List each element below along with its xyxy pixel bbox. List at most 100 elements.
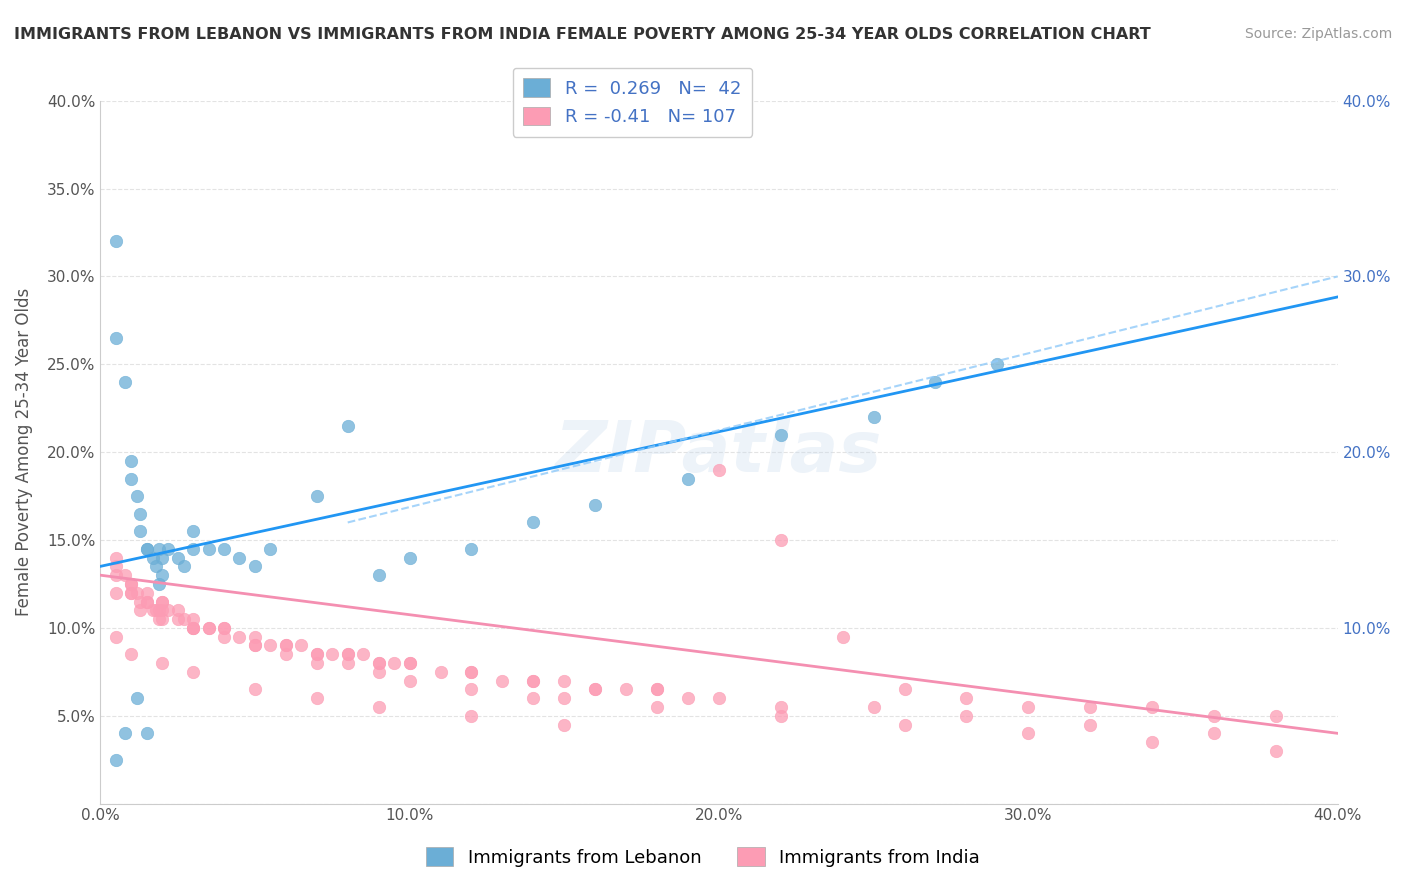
Point bbox=[129, 603, 152, 617]
Point bbox=[148, 603, 170, 617]
Point bbox=[104, 331, 127, 345]
Point bbox=[398, 550, 420, 565]
Point bbox=[148, 577, 170, 591]
Point bbox=[522, 516, 544, 530]
Point bbox=[491, 673, 513, 688]
Point bbox=[274, 639, 297, 653]
Point bbox=[553, 717, 575, 731]
Point bbox=[243, 682, 266, 697]
Point bbox=[367, 700, 389, 714]
Point bbox=[120, 586, 142, 600]
Point bbox=[614, 682, 637, 697]
Point bbox=[1017, 726, 1039, 740]
Point bbox=[181, 621, 204, 635]
Point bbox=[862, 700, 884, 714]
Point bbox=[769, 427, 792, 442]
Point bbox=[676, 691, 699, 706]
Point bbox=[460, 541, 482, 556]
Point bbox=[145, 603, 167, 617]
Point bbox=[553, 691, 575, 706]
Point bbox=[120, 577, 142, 591]
Point bbox=[150, 656, 173, 670]
Point bbox=[305, 647, 328, 661]
Point bbox=[553, 673, 575, 688]
Point bbox=[336, 656, 359, 670]
Point bbox=[367, 568, 389, 582]
Point bbox=[212, 621, 235, 635]
Point bbox=[135, 594, 157, 608]
Point bbox=[1078, 717, 1101, 731]
Text: IMMIGRANTS FROM LEBANON VS IMMIGRANTS FROM INDIA FEMALE POVERTY AMONG 25-34 YEAR: IMMIGRANTS FROM LEBANON VS IMMIGRANTS FR… bbox=[14, 27, 1150, 42]
Point bbox=[522, 691, 544, 706]
Point bbox=[305, 489, 328, 503]
Point bbox=[212, 630, 235, 644]
Point bbox=[460, 665, 482, 679]
Point bbox=[1202, 726, 1225, 740]
Point bbox=[104, 586, 127, 600]
Point bbox=[114, 568, 136, 582]
Legend: R =  0.269   N=  42, R = -0.41   N= 107: R = 0.269 N= 42, R = -0.41 N= 107 bbox=[513, 68, 752, 137]
Point bbox=[166, 612, 188, 626]
Point bbox=[769, 700, 792, 714]
Point bbox=[120, 454, 142, 468]
Point bbox=[893, 682, 915, 697]
Point bbox=[645, 700, 668, 714]
Point bbox=[367, 656, 389, 670]
Point bbox=[460, 665, 482, 679]
Point bbox=[955, 691, 977, 706]
Point bbox=[166, 603, 188, 617]
Point bbox=[893, 717, 915, 731]
Point bbox=[114, 726, 136, 740]
Point bbox=[127, 489, 149, 503]
Point bbox=[197, 621, 219, 635]
Point bbox=[243, 639, 266, 653]
Point bbox=[522, 673, 544, 688]
Point bbox=[707, 463, 730, 477]
Text: Source: ZipAtlas.com: Source: ZipAtlas.com bbox=[1244, 27, 1392, 41]
Point bbox=[305, 647, 328, 661]
Point bbox=[429, 665, 451, 679]
Point bbox=[645, 682, 668, 697]
Point bbox=[173, 612, 195, 626]
Point bbox=[142, 550, 165, 565]
Point bbox=[228, 630, 250, 644]
Point bbox=[150, 603, 173, 617]
Point bbox=[135, 541, 157, 556]
Point bbox=[135, 594, 157, 608]
Point bbox=[181, 621, 204, 635]
Point bbox=[243, 630, 266, 644]
Point bbox=[104, 234, 127, 248]
Point bbox=[274, 647, 297, 661]
Point bbox=[181, 541, 204, 556]
Point bbox=[228, 550, 250, 565]
Point bbox=[127, 586, 149, 600]
Point bbox=[150, 550, 173, 565]
Point bbox=[120, 471, 142, 485]
Point bbox=[104, 550, 127, 565]
Point bbox=[181, 524, 204, 539]
Point bbox=[1202, 708, 1225, 723]
Point bbox=[129, 524, 152, 539]
Point bbox=[150, 594, 173, 608]
Point bbox=[769, 708, 792, 723]
Point bbox=[352, 647, 374, 661]
Point bbox=[104, 568, 127, 582]
Point bbox=[274, 639, 297, 653]
Point bbox=[583, 682, 606, 697]
Point bbox=[676, 471, 699, 485]
Point bbox=[157, 541, 180, 556]
Legend: Immigrants from Lebanon, Immigrants from India: Immigrants from Lebanon, Immigrants from… bbox=[419, 840, 987, 874]
Point bbox=[305, 691, 328, 706]
Point bbox=[157, 603, 180, 617]
Point bbox=[336, 647, 359, 661]
Point bbox=[986, 357, 1008, 371]
Point bbox=[1140, 735, 1163, 749]
Point bbox=[181, 665, 204, 679]
Point bbox=[148, 612, 170, 626]
Point bbox=[135, 541, 157, 556]
Point bbox=[197, 621, 219, 635]
Point bbox=[150, 594, 173, 608]
Point bbox=[290, 639, 312, 653]
Point bbox=[305, 656, 328, 670]
Point bbox=[243, 639, 266, 653]
